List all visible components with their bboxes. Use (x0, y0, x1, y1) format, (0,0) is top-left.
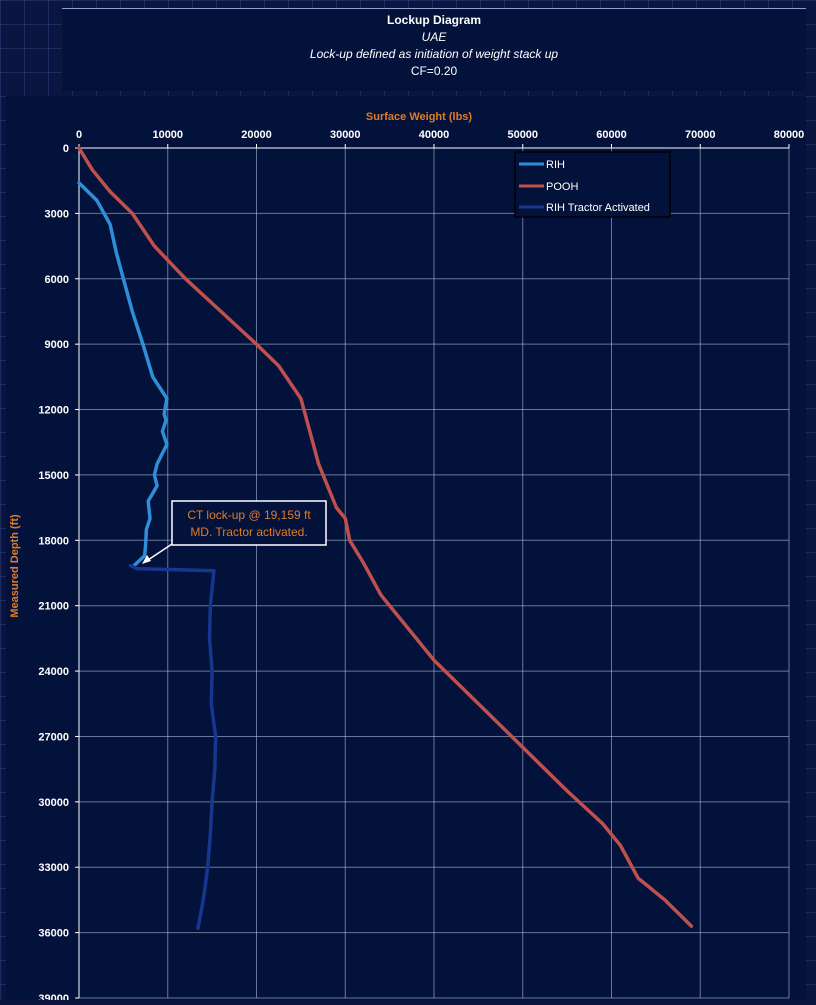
y-tick-label: 24000 (38, 666, 69, 678)
x-tick-label: 30000 (330, 129, 361, 141)
x-tick-label: 50000 (507, 129, 538, 141)
x-tick-label: 40000 (419, 129, 450, 141)
y-tick-label: 18000 (38, 535, 69, 547)
x-tick-label: 0 (76, 129, 82, 141)
annotation-arrowhead (142, 555, 151, 564)
chart-area: 0 10000 20000 30000 40000 50000 60000 70000 8000… (6, 96, 806, 1005)
x-tick-label: 20000 (241, 129, 272, 141)
y-tick-label: 12000 (38, 405, 69, 417)
annotation-box (171, 500, 327, 546)
y-tick-label: 27000 (38, 731, 69, 743)
legend: RIH POOH RIH Tractor Activated (514, 151, 671, 218)
chart-background (6, 96, 806, 1000)
y-axis-label: Measured Depth (ft) (9, 514, 21, 618)
chart-subtitle-location: UAE (421, 30, 447, 44)
pooh-line (77, 146, 694, 928)
x-tick-label: 60000 (596, 129, 627, 141)
tick-layer: 0 10000 20000 30000 40000 50000 60000 70000 8000… (38, 129, 805, 1005)
y-tick-label: 30000 (38, 797, 69, 809)
legend-label-tractor: RIH Tractor Activated (546, 202, 650, 214)
grid-layer (75, 144, 790, 999)
lockup-chart: 0 10000 20000 30000 40000 50000 60000 70000 8000… (6, 96, 806, 1005)
y-tick-label: 6000 (45, 274, 69, 286)
chart-subtitle-cf: CF=0.20 (410, 64, 458, 78)
annotation-line-2: MD. Tractor activated. (190, 525, 307, 539)
legend-label-rih: RIH (546, 159, 565, 171)
chart-title: Lockup Diagram (386, 13, 482, 27)
rih-tractor-line (128, 563, 218, 931)
y-tick-label: 15000 (38, 470, 69, 482)
annotation-line-1: CT lock-up @ 19,159 ft (187, 508, 311, 522)
series-layer (77, 146, 694, 931)
y-tick-label: 36000 (38, 928, 69, 940)
y-tick-label: 9000 (45, 339, 69, 351)
y-tick-label: 39000 (38, 993, 69, 1000)
x-tick-label: 80000 (774, 129, 805, 141)
y-tick-label: 33000 (38, 862, 69, 874)
rih-line (77, 181, 169, 568)
chart-subtitle-definition: Lock-up defined as initiation of weight … (309, 47, 559, 61)
legend-label-pooh: POOH (546, 181, 578, 193)
x-axis-label: Surface Weight (lbs) (366, 111, 472, 123)
x-tick-label: 70000 (685, 129, 716, 141)
lockup-annotation: CT lock-up @ 19,159 ft MD. Tractor activ… (142, 500, 327, 564)
x-tick-label: 10000 (152, 129, 183, 141)
y-tick-label: 3000 (45, 208, 69, 220)
y-tick-label: 21000 (38, 601, 69, 613)
y-tick-label: 0 (63, 143, 69, 155)
title-box: Lockup Diagram UAE Lock-up defined as in… (62, 8, 806, 91)
